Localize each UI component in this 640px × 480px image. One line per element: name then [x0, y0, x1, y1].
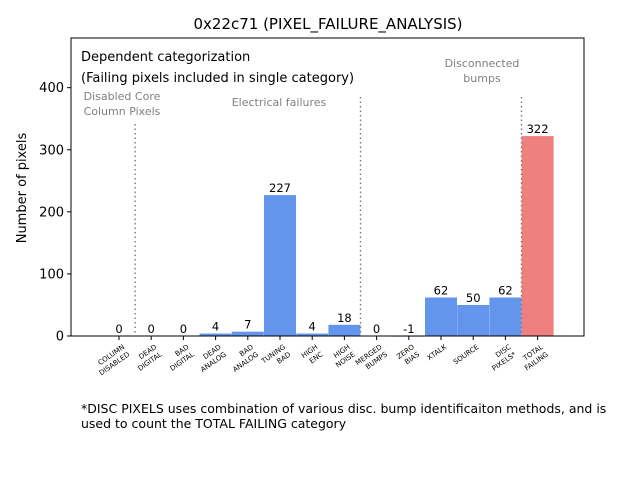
- y-axis: 0 100 200 300 400: [39, 81, 71, 345]
- x-tick-label: DEADDIGITAL: [131, 343, 163, 373]
- x-tick-label: COLUMNDISABLED: [93, 343, 132, 377]
- x-tick-label: TUNINGBAD: [259, 343, 292, 373]
- x-tick-label: SOURCE: [452, 343, 480, 366]
- x-tick-label: BADDIGITAL: [164, 343, 196, 373]
- value-label: 62: [434, 284, 449, 298]
- bar: [231, 331, 264, 336]
- x-tick-label: HIGHNOISE: [329, 343, 357, 369]
- annotation-header-line2: (Failing pixels included in single categ…: [81, 71, 354, 86]
- y-tick-label: 0: [56, 330, 64, 345]
- bar: [425, 297, 457, 336]
- bar: [457, 304, 490, 336]
- x-axis: COLUMNDISABLED DEADDIGITAL BADDIGITAL DEADA…: [93, 336, 550, 377]
- bar: [296, 333, 329, 336]
- annotation-disconnected-line2: bumps: [463, 72, 501, 85]
- y-tick-label: 300: [39, 143, 64, 158]
- bars-layer: [199, 136, 554, 337]
- x-tick-label: HIGHENC: [300, 343, 325, 367]
- value-label: 0: [373, 322, 380, 336]
- x-tick-label: TOTALFAILING: [518, 343, 550, 372]
- x-tick-label: DEADANALOG: [194, 343, 228, 374]
- y-tick-label: 400: [39, 81, 64, 96]
- plot-frame: [70, 37, 585, 337]
- x-tick-label: MERGEDBUMPS: [354, 343, 389, 375]
- value-label: 322: [527, 122, 549, 136]
- value-label: 62: [498, 284, 513, 298]
- annotation-disabled-line2: Column Pixels: [84, 105, 161, 118]
- value-label: 0: [115, 322, 122, 336]
- bar: [489, 297, 522, 336]
- x-tick-label: ZEROBIAS: [395, 343, 421, 368]
- bar: [521, 136, 554, 336]
- y-tick-label: 200: [39, 205, 64, 220]
- value-label: 4: [212, 320, 219, 334]
- value-label: 7: [244, 318, 251, 332]
- x-tick-label: BADANALOG: [226, 343, 260, 374]
- value-label: 227: [269, 181, 291, 195]
- value-label: 4: [309, 320, 316, 334]
- bar: [264, 195, 296, 336]
- annotation-disabled-line1: Disabled Core: [84, 90, 161, 103]
- x-tick-label: DISCPIXELS*: [486, 343, 519, 373]
- value-label: 0: [180, 322, 187, 336]
- bar: [199, 333, 232, 336]
- annotation-header-line1: Dependent categorization: [81, 50, 250, 65]
- separators-layer: [134, 97, 523, 336]
- value-label: -1: [403, 322, 414, 336]
- y-axis-label: Number of pixels: [15, 132, 30, 243]
- bar: [328, 324, 361, 336]
- value-label: 18: [337, 311, 352, 325]
- annotation-disconnected-line1: Disconnected: [445, 57, 520, 70]
- value-label: 50: [466, 291, 481, 305]
- footnote: *DISC PIXELS uses combination of various…: [81, 401, 607, 431]
- value-label: 0: [148, 322, 155, 336]
- x-tick-label: XTALK: [426, 343, 449, 362]
- annotation-electrical: Electrical failures: [232, 96, 327, 109]
- y-tick-label: 100: [39, 267, 64, 282]
- value-labels-layer: 0 0 0 4 7 227 4 18 0 -1 62 50 62 322: [115, 122, 548, 336]
- chart-title: 0x22c71 (PIXEL_FAILURE_ANALYSIS): [193, 15, 462, 34]
